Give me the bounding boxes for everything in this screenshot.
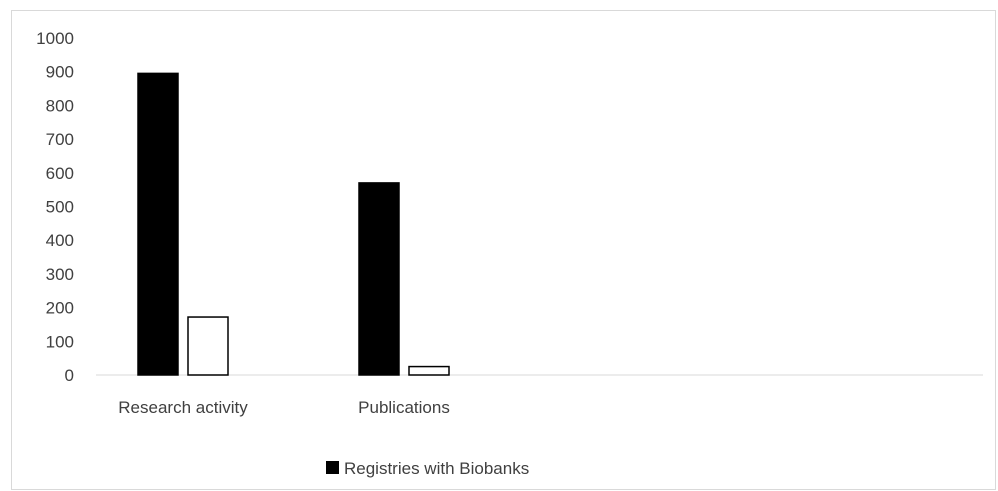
x-category-label: Publications (358, 398, 450, 417)
legend: Registries with Biobanks (326, 459, 529, 478)
y-tick-label: 700 (46, 130, 74, 149)
legend-swatch-registries-with-biobanks (326, 461, 339, 474)
x-axis-labels: Research activity Publications (118, 398, 450, 417)
y-tick-label: 200 (46, 299, 74, 318)
bar-series-0-publications (358, 182, 400, 376)
y-tick-label: 300 (46, 265, 74, 284)
y-axis-ticks: 0 100 200 300 400 500 600 700 800 900 1000 (36, 29, 74, 385)
bar-series-0-research-activity (137, 72, 179, 376)
bar-series-1-publications (408, 365, 450, 376)
x-category-label: Research activity (118, 398, 248, 417)
legend-label-registries-with-biobanks: Registries with Biobanks (344, 459, 529, 478)
y-tick-label: 800 (46, 96, 74, 115)
y-tick-label: 100 (46, 332, 74, 351)
y-tick-label: 400 (46, 231, 74, 250)
y-tick-label: 500 (46, 198, 74, 217)
y-tick-label: 1000 (36, 29, 74, 48)
y-tick-label: 900 (46, 63, 74, 82)
bars (137, 72, 450, 376)
bar-series-1-research-activity (187, 316, 229, 376)
y-tick-label: 600 (46, 164, 74, 183)
y-tick-label: 0 (65, 366, 74, 385)
